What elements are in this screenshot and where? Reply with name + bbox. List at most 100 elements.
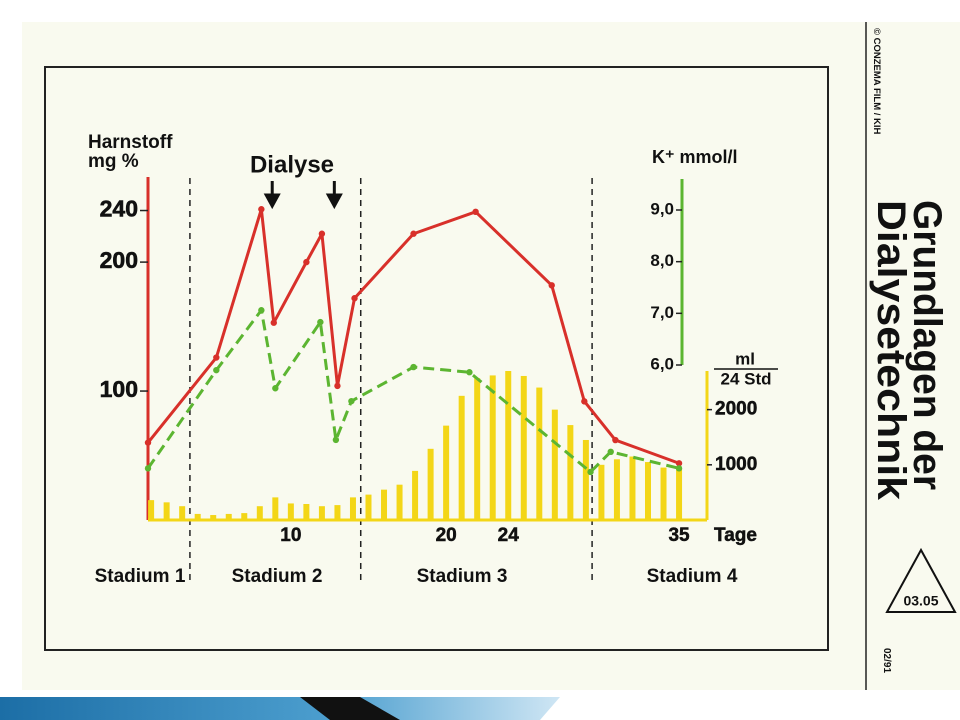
copyright: © CONZEMA FILM / KIH [871, 28, 882, 135]
x-axis-label: Tage [714, 525, 757, 546]
annotation: Dialyse [250, 151, 334, 178]
annotation-arrow [325, 181, 343, 210]
point [318, 230, 326, 237]
bar [660, 467, 667, 520]
point [581, 398, 588, 405]
point [303, 258, 310, 266]
bar [194, 513, 201, 520]
code: 03.05 [903, 593, 938, 609]
y-axis-label: mg % [88, 151, 139, 172]
point [612, 436, 619, 444]
code-triangle [885, 547, 957, 613]
y2-axis-label: K⁺ mmol/l [652, 147, 738, 167]
point [332, 436, 340, 444]
bar [582, 439, 589, 520]
point [548, 282, 555, 289]
bar [644, 462, 651, 520]
bar [179, 506, 186, 520]
bar [396, 484, 403, 520]
card [22, 22, 960, 690]
bar [210, 515, 217, 520]
point [270, 319, 277, 326]
y-tick-label: 100 [100, 376, 138, 402]
x-tick-label: 35 [668, 525, 690, 546]
point [144, 465, 152, 472]
date: 02/91 [881, 648, 892, 673]
point [587, 468, 594, 476]
bar [427, 448, 434, 520]
y2-tick-label: 8,0 [650, 251, 674, 270]
annotation-arrow [263, 181, 281, 210]
stage-label: Stadium 1 [95, 566, 186, 587]
bar [163, 502, 170, 520]
y2-tick-label: 9,0 [650, 199, 674, 218]
point [466, 369, 473, 376]
point [472, 208, 479, 216]
bar [629, 456, 636, 520]
y3-axis-label: ml [735, 349, 755, 368]
stage-label: Stadium 3 [417, 566, 508, 587]
bar [598, 464, 605, 520]
bar [241, 513, 248, 520]
point [348, 397, 355, 405]
y-tick-label: 200 [100, 247, 138, 273]
bar [381, 489, 388, 520]
y3-tick-label: 2000 [715, 399, 757, 420]
x-tick-label: 10 [280, 525, 301, 546]
point [675, 460, 683, 467]
bar [318, 506, 325, 520]
side-title: Grundlagen der [905, 200, 949, 490]
bar [148, 500, 155, 520]
stage-label: Stadium 2 [232, 566, 323, 587]
bar [256, 506, 263, 520]
bar [458, 395, 465, 520]
bar [676, 468, 683, 520]
point [258, 206, 265, 213]
bar [303, 503, 310, 520]
point [258, 307, 265, 314]
point [272, 385, 279, 392]
bar [613, 459, 620, 520]
bar [551, 409, 558, 520]
y2-tick-label: 7,0 [650, 303, 674, 322]
point [334, 382, 341, 390]
chart: Stadium 1 Stadium 2 Stadium 3 Stadium 4 Harn… [88, 132, 778, 587]
bar [349, 497, 356, 520]
point [351, 295, 358, 302]
y-axis-label: Harnstoff [88, 132, 173, 153]
bar [287, 503, 294, 520]
point [410, 230, 417, 237]
frame [44, 66, 829, 651]
point [317, 318, 324, 326]
stage-label: Stadium 4 [647, 566, 738, 587]
x-tick-label: 24 [498, 525, 520, 546]
bar [334, 505, 341, 520]
y-tick-label: 240 [100, 196, 138, 222]
bar [474, 378, 481, 520]
y3-axis-label: 24 Std [720, 369, 771, 388]
point [213, 366, 220, 374]
point [410, 363, 417, 371]
bar [443, 425, 450, 520]
bottom-bar [0, 697, 560, 720]
point [675, 465, 683, 472]
bar [520, 375, 527, 520]
side-title: Dialysetechnik [869, 200, 913, 501]
bar [365, 494, 372, 520]
line [146, 207, 680, 465]
y2-tick-label: 6,0 [650, 354, 674, 373]
x-tick-label: 20 [436, 525, 457, 546]
point [213, 354, 220, 361]
bar [412, 470, 419, 520]
bar [536, 387, 543, 520]
bar [567, 425, 574, 520]
bar [272, 497, 279, 520]
bar [489, 375, 496, 520]
point [144, 439, 152, 446]
bar [505, 371, 512, 520]
bottom-wedge [300, 697, 400, 720]
point [607, 448, 614, 455]
bar [225, 513, 232, 520]
